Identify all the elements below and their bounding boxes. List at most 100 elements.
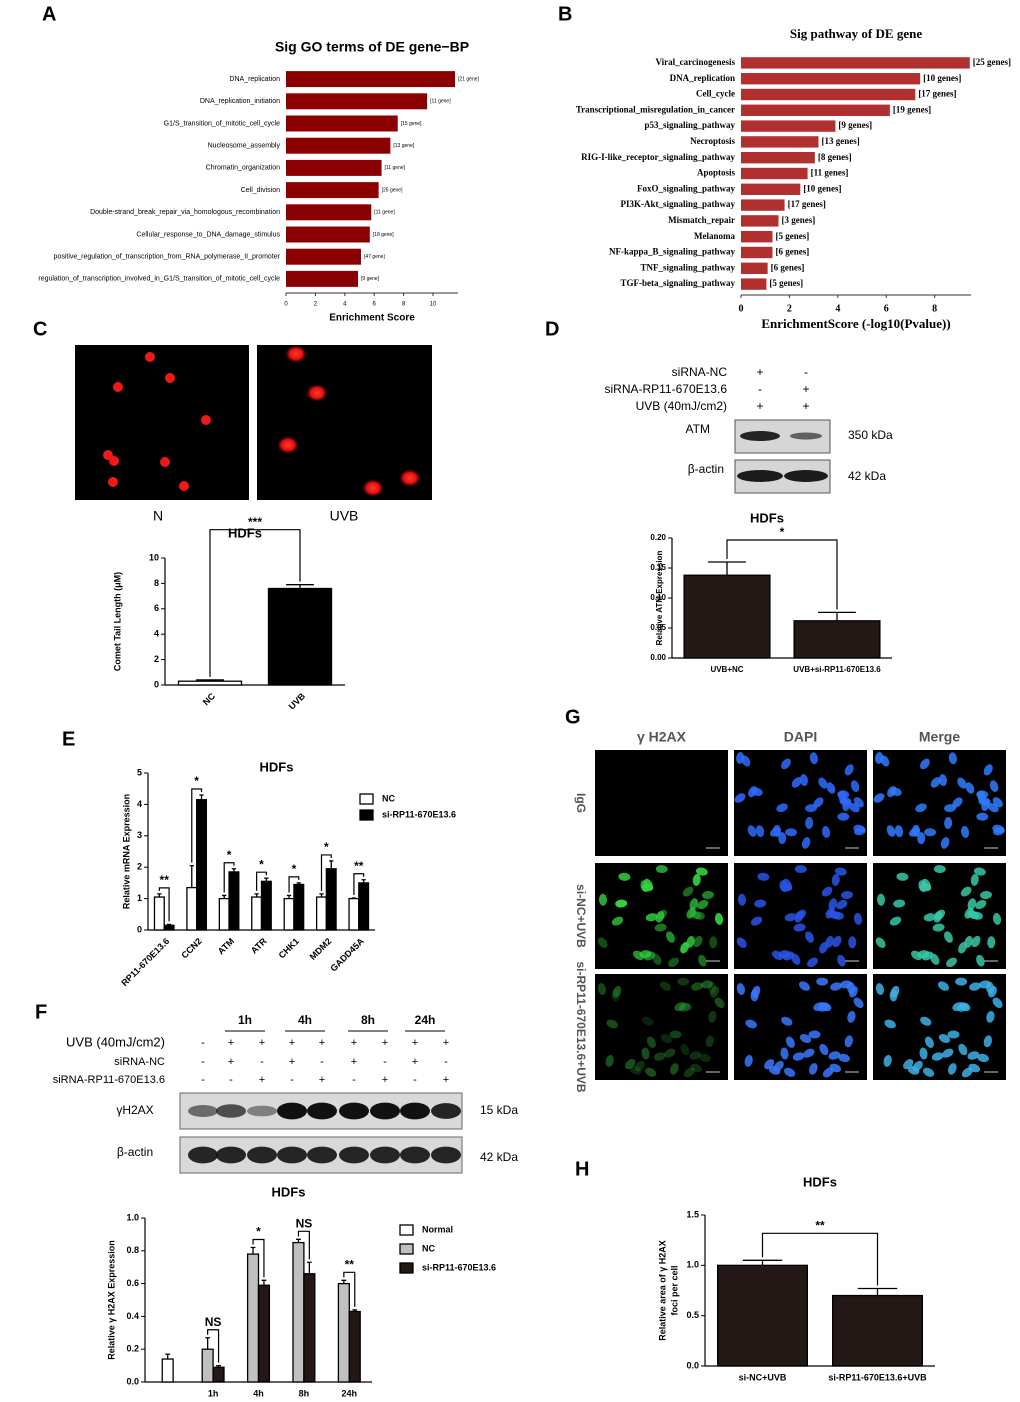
- x-tick-label: ATR: [249, 936, 269, 956]
- chart-title: HDFs: [803, 1174, 837, 1189]
- category-label: PI3K-Akt_signaling_pathway: [620, 199, 735, 209]
- bar: [177, 680, 243, 686]
- significance-bracket: [343, 1271, 356, 1307]
- significance-label: *: [227, 848, 232, 862]
- column-header: Merge: [919, 729, 960, 745]
- error-bar: [205, 1337, 211, 1350]
- cell-nucleus: [710, 986, 719, 998]
- cell-nucleus: [736, 751, 745, 764]
- nucleus: [113, 382, 123, 392]
- cell-nucleus: [952, 797, 963, 808]
- bar: [741, 262, 768, 274]
- x-tick-label: UVB+si-RP11-670E13.6: [793, 665, 881, 674]
- chart-title: HDFs: [272, 1184, 306, 1199]
- cell-nucleus: [700, 980, 713, 989]
- condition-sign: +: [412, 1056, 418, 1068]
- cell-nucleus: [764, 1059, 775, 1070]
- bar-annotation: [17 genes]: [918, 89, 956, 99]
- bar: [741, 57, 970, 69]
- bar-annotation: [3 genes]: [782, 215, 816, 225]
- blot-band: [188, 1105, 218, 1117]
- bar-annotation: [21 gene]: [458, 76, 479, 82]
- category-label: TGF-beta_signaling_pathway: [620, 278, 735, 288]
- y-tick-label: 0.10: [650, 593, 666, 602]
- panel-label: H: [575, 1158, 589, 1180]
- comet: [277, 436, 299, 454]
- cell-nucleus: [611, 916, 624, 926]
- comet: [399, 469, 421, 487]
- cell-nucleus: [808, 1030, 821, 1039]
- condition-sign: -: [444, 1056, 448, 1068]
- cell-nucleus: [924, 1036, 934, 1048]
- cell-nucleus: [958, 941, 968, 954]
- cell-nucleus: [877, 893, 886, 906]
- cell-nucleus: [699, 1053, 711, 1063]
- condition-sign: -: [352, 1074, 356, 1086]
- cell-nucleus: [660, 981, 671, 991]
- category-label: Necroptosis: [690, 136, 735, 146]
- cell-nucleus: [714, 912, 724, 925]
- cell-nucleus: [969, 982, 982, 991]
- column-header: γ H2AX: [637, 729, 687, 745]
- legend-swatch: [359, 793, 374, 805]
- cell-nucleus: [709, 936, 718, 949]
- band-size: 42 kDa: [480, 1150, 518, 1164]
- y-tick-label: 4: [154, 629, 159, 639]
- error-bar: [286, 584, 314, 589]
- cell-nucleus: [942, 1048, 954, 1058]
- category-label: G1/S_transition_of_mitotic_cell_cycle: [164, 120, 280, 127]
- significance-bracket: [209, 529, 301, 677]
- condition-sign: -: [383, 1056, 387, 1068]
- x-axis-label: Enrichment Score: [329, 313, 415, 324]
- image-label: UVB: [330, 508, 359, 524]
- blot-band: [216, 1104, 246, 1118]
- x-tick-label: 6: [884, 303, 889, 314]
- cell-nucleus: [976, 954, 985, 967]
- cell-nucleus: [641, 1047, 650, 1060]
- significance-bracket: [158, 887, 170, 922]
- cell-nucleus: [915, 803, 927, 813]
- x-tick-label: si-NC+UVB: [739, 1372, 787, 1382]
- bar: [717, 1264, 809, 1367]
- x-tick-label: 8h: [299, 1388, 310, 1398]
- error-bar: [254, 893, 259, 898]
- nucleus: [160, 457, 170, 467]
- category-label: p53_signaling_pathway: [644, 120, 735, 130]
- cell-nucleus: [875, 751, 884, 764]
- bar-annotation: [13 genes]: [821, 136, 859, 146]
- cell-nucleus: [948, 752, 957, 765]
- condition-sign: +: [382, 1037, 388, 1049]
- bar-annotation: [11 genes]: [811, 168, 849, 178]
- x-tick-label: 4: [835, 303, 840, 314]
- cell-nucleus: [986, 981, 995, 994]
- cell-nucleus: [605, 1054, 614, 1067]
- x-tick-label: CHK1: [277, 936, 301, 960]
- significance-bracket: [256, 871, 267, 891]
- bar: [337, 1282, 350, 1383]
- significance-label: *: [194, 774, 199, 788]
- bar: [286, 248, 361, 265]
- cell-nucleus: [948, 1063, 957, 1075]
- y-tick-label: 0.00: [650, 653, 666, 662]
- blot-band: [277, 1146, 307, 1164]
- x-tick-label: RP11-670E13.6: [119, 936, 171, 988]
- error-bar: [708, 561, 746, 576]
- legend-label: Normal: [422, 1224, 453, 1234]
- panel-label: F: [35, 1001, 47, 1023]
- cell-nucleus: [813, 797, 824, 808]
- bar: [195, 799, 208, 931]
- cell-nucleus: [889, 916, 902, 926]
- cell-nucleus: [983, 1035, 992, 1048]
- x-tick-label: 8: [402, 302, 406, 308]
- bar-annotation: [17 genes]: [788, 199, 826, 209]
- significance-bracket: [761, 1232, 879, 1286]
- error-bar: [157, 893, 162, 898]
- condition-sign: -: [260, 1056, 264, 1068]
- bar-annotation: [6 genes]: [775, 247, 809, 257]
- y-tick-label: 0.20: [650, 533, 666, 542]
- cell-nucleus: [660, 1034, 673, 1043]
- cell-nucleus: [923, 913, 936, 922]
- cell-nucleus: [920, 758, 930, 770]
- cell-nucleus: [976, 812, 989, 821]
- cell-nucleus: [809, 1063, 818, 1075]
